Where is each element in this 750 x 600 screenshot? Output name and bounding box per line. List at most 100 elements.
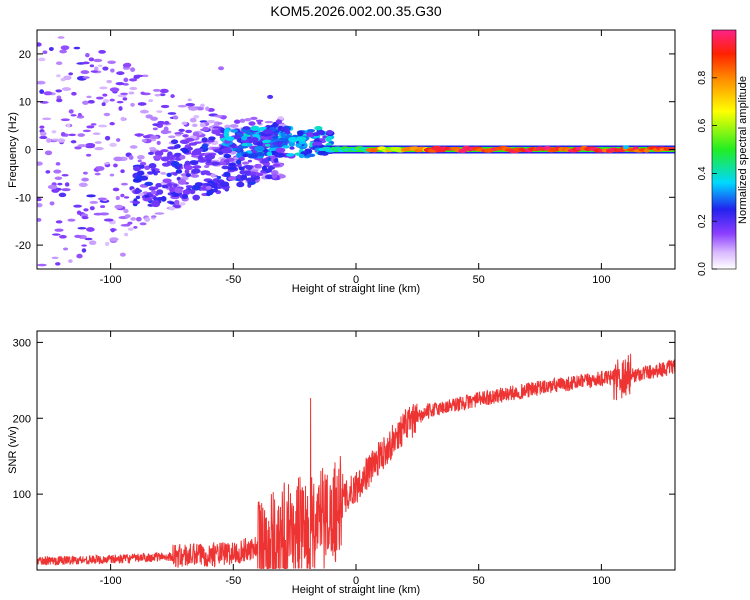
spectrogram-cell <box>170 94 175 99</box>
spectrogram-cell <box>256 172 264 177</box>
spectrogram-cell <box>40 131 47 137</box>
spectrogram-cell <box>115 81 125 86</box>
spectrogram-cell <box>102 66 109 71</box>
spectrogram-cell <box>103 162 110 165</box>
spectrogram-cell <box>70 114 77 117</box>
spectrogram-cell <box>622 145 629 150</box>
spectrogram-cell <box>210 173 216 178</box>
spectrogram-cell <box>242 126 251 130</box>
spectrogram-cell <box>152 123 160 127</box>
spectrogram-cell <box>88 240 97 246</box>
spectrogram-cell <box>228 162 236 167</box>
spectrogram-cell <box>205 153 216 160</box>
spectrogram-cell <box>166 172 172 178</box>
snr-y-label: SNR (v/v) <box>7 426 19 474</box>
spectrogram-cell <box>89 206 95 211</box>
spectrogram-cell <box>85 52 90 58</box>
spectrogram-cell <box>61 87 72 91</box>
spectrogram-cell <box>104 241 110 247</box>
spectrogram-cell <box>130 102 135 107</box>
spectrogram-cell <box>86 95 92 99</box>
spectrogram-cell <box>51 130 57 134</box>
spectrogram-cell <box>112 187 120 192</box>
spectrogram-cell <box>319 130 326 136</box>
spectrogram-cell <box>45 170 51 174</box>
spectrogram-cell <box>256 141 264 147</box>
spectrogram-cell <box>55 220 63 224</box>
spectrogram-cell <box>76 253 83 259</box>
spectrogram-cell <box>148 99 154 103</box>
spectrogram-cell <box>99 86 108 90</box>
spectrogram-cell <box>77 144 87 148</box>
spectrogram-cell <box>59 234 67 239</box>
spectrogram-cell <box>172 183 178 188</box>
spectrogram-cell <box>184 169 190 174</box>
spectrogram-cell <box>74 146 82 150</box>
spectrogram-cell <box>236 152 242 159</box>
spectrogram-cell <box>236 174 242 179</box>
spectrogram-cell <box>191 154 199 158</box>
spectrogram-cell <box>46 138 52 143</box>
spectrogram-cell <box>212 126 223 129</box>
spectrogram-cell <box>128 91 135 95</box>
spectrogram-cell <box>288 141 296 147</box>
spectrogram-cell <box>275 147 286 153</box>
spectrogram-cell <box>173 115 179 120</box>
spectrogram-cell <box>81 244 87 247</box>
spectrogram-cell <box>230 129 238 133</box>
spectrogram-cell <box>55 162 61 166</box>
spectrogram-cell <box>88 57 95 62</box>
spectrogram-cell <box>203 164 210 169</box>
spectrogram-cell <box>185 173 192 178</box>
spectrogram-cell <box>264 174 274 180</box>
spectrogram-cell <box>136 170 145 176</box>
colorbar-tick-label: 0.6 <box>697 118 708 132</box>
spectrogram-cell <box>166 182 173 187</box>
spectrogram-cell <box>71 91 77 96</box>
spectrogram-cell <box>55 61 63 66</box>
spectrogram-cell <box>223 131 230 138</box>
spectrogram-cell <box>124 214 131 219</box>
spectrogram-cell <box>133 165 141 172</box>
spectrogram-cell <box>249 169 259 173</box>
spectrogram-cell <box>37 80 46 85</box>
spectrogram-cell <box>84 237 93 241</box>
spectrogram-cell <box>160 104 170 109</box>
spectrogram-cell <box>241 135 248 141</box>
spectrogram-cell <box>194 182 203 187</box>
spectrogram-cell <box>116 100 124 104</box>
spectrogram-cell <box>185 129 193 134</box>
spectrogram-cell <box>109 121 115 126</box>
spectrogram-cell <box>249 171 257 176</box>
snr-x-tick-label: -100 <box>100 575 122 587</box>
spectrogram-cell <box>151 215 157 218</box>
spectrogram-cell <box>197 158 207 163</box>
spectrogram-cell <box>228 176 237 181</box>
spectrogram-cell <box>152 155 163 160</box>
spectrogram-cell <box>54 176 63 181</box>
spectrogram-cell <box>129 78 138 82</box>
spectrogram-cell <box>273 163 281 167</box>
spectrogram-cell <box>57 36 65 39</box>
spectrogram-cell <box>261 158 270 164</box>
spectrogram-cell <box>252 133 261 138</box>
spectrogram-cell <box>179 154 186 160</box>
spectrogram-cell <box>295 143 302 148</box>
spectrogram-cell <box>119 252 126 257</box>
spectrogram-cell <box>54 228 64 232</box>
spectrogram-cell <box>643 148 650 153</box>
spectrogram-cell <box>113 163 118 168</box>
spectrogram-cell <box>123 232 129 237</box>
spectrogram-cell <box>284 129 291 135</box>
spectrogram-cell <box>51 233 61 236</box>
spectrogram-cell <box>109 237 119 242</box>
spectrogram-cell <box>110 228 115 233</box>
spectrogram-cell <box>39 135 48 140</box>
spectrogram-cell <box>135 187 140 193</box>
spectrogram-cell <box>189 160 199 164</box>
spectrogram-cell <box>286 153 295 157</box>
spectrogram-y-tick-label: 0 <box>25 145 31 157</box>
spectrogram-cell <box>130 217 136 221</box>
spectrogram-cell <box>130 67 136 72</box>
spectrogram-cell <box>92 132 101 136</box>
